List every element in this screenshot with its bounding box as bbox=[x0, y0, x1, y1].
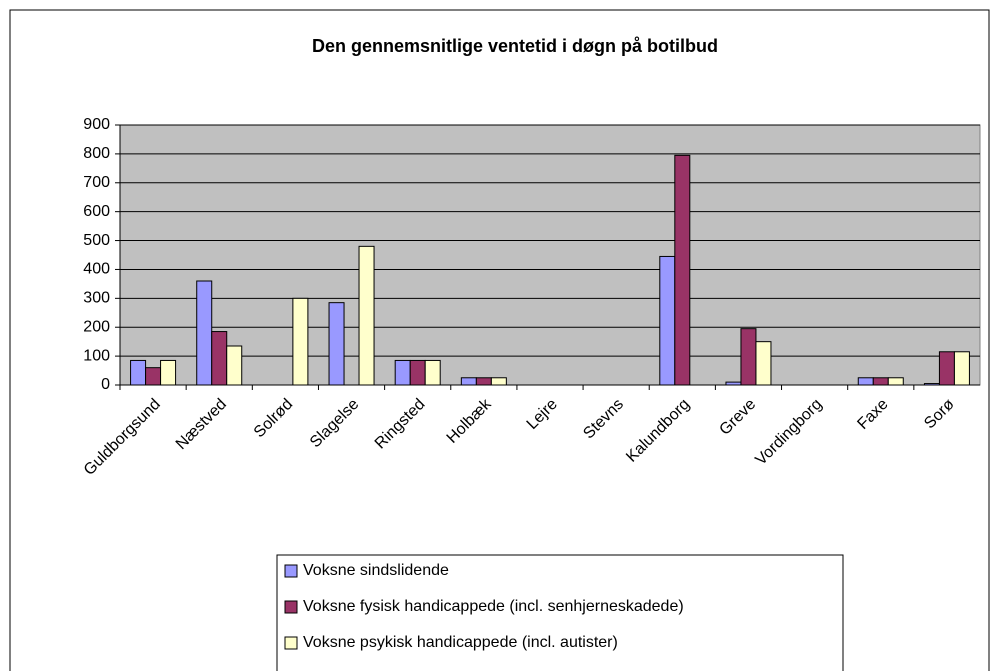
bar bbox=[938, 351, 955, 386]
bar bbox=[292, 297, 309, 386]
bar bbox=[130, 359, 147, 386]
bar bbox=[755, 341, 772, 386]
legend-swatch bbox=[284, 600, 298, 614]
y-tick-label: 800 bbox=[83, 145, 110, 162]
bar bbox=[424, 359, 441, 386]
bar bbox=[659, 255, 676, 386]
bar bbox=[475, 377, 492, 386]
bar bbox=[226, 345, 243, 386]
y-tick-label: 500 bbox=[83, 232, 110, 249]
legend-label: Voksne fysisk handicappede (incl. senhje… bbox=[303, 598, 684, 615]
legend-label: Voksne psykisk handicappede (incl. autis… bbox=[303, 634, 618, 651]
bar bbox=[196, 280, 213, 386]
bar bbox=[872, 377, 889, 386]
bar bbox=[725, 381, 742, 386]
bar bbox=[887, 377, 904, 386]
bar bbox=[211, 331, 228, 386]
bar bbox=[923, 383, 940, 386]
bar bbox=[460, 377, 477, 386]
plot-area bbox=[119, 124, 981, 386]
bar bbox=[145, 367, 162, 386]
bar bbox=[409, 359, 426, 386]
y-tick-label: 600 bbox=[83, 203, 110, 220]
bar bbox=[857, 377, 874, 386]
bar bbox=[328, 302, 345, 386]
y-tick-label: 400 bbox=[83, 261, 110, 278]
bar bbox=[490, 377, 507, 386]
bar bbox=[674, 154, 691, 386]
legend-box bbox=[276, 554, 844, 671]
y-tick-label: 300 bbox=[83, 290, 110, 307]
bar bbox=[160, 359, 177, 386]
bar bbox=[358, 245, 375, 386]
y-tick-label: 900 bbox=[83, 116, 110, 133]
y-tick-label: 700 bbox=[83, 174, 110, 191]
y-tick-label: 0 bbox=[101, 376, 110, 393]
legend-swatch bbox=[284, 564, 298, 578]
y-tick-label: 100 bbox=[83, 347, 110, 364]
y-tick-label: 200 bbox=[83, 318, 110, 335]
legend-label: Voksne sindslidende bbox=[303, 562, 449, 579]
chart-title: Den gennemsnitlige ventetid i døgn på bo… bbox=[312, 36, 718, 56]
bar bbox=[740, 328, 757, 386]
bar bbox=[953, 351, 970, 386]
legend-swatch bbox=[284, 636, 298, 650]
bar bbox=[394, 359, 411, 386]
